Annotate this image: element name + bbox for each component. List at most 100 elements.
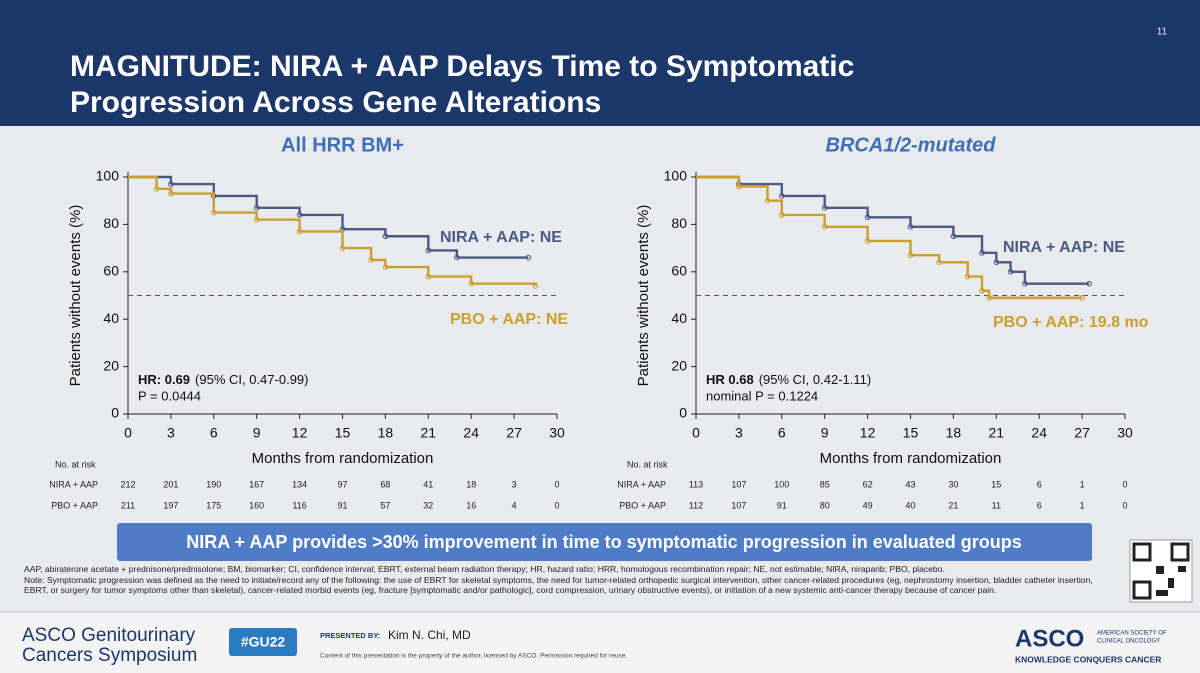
title-band [0, 0, 1200, 126]
risk-count: 3 [512, 479, 517, 489]
km-step [953, 235, 984, 253]
risk-count: 0 [554, 500, 559, 510]
chart-title: All HRR BM+ [281, 134, 404, 156]
km-step [696, 175, 741, 187]
brand-line: Cancers Symposium [22, 645, 197, 666]
risk-count: 190 [206, 479, 221, 489]
banner-box [117, 523, 1092, 561]
qr-code [1129, 539, 1193, 603]
censor-mark [1086, 280, 1093, 287]
km-step [256, 218, 301, 232]
x-tick-label: 18 [946, 425, 962, 441]
y-tick-label: 60 [103, 263, 119, 279]
brand-line: ASCO Genitourinary [22, 625, 196, 646]
hashtag: #GU22 [241, 634, 286, 650]
x-tick-label: 12 [292, 425, 308, 441]
risk-count: 116 [292, 500, 306, 510]
km-step [156, 187, 173, 194]
hr-annotation: HR 0.68 (95% CI, 0.42-1.11) [706, 372, 871, 387]
asco-logo: ASCO [1015, 625, 1084, 652]
page-number: 11 [1157, 27, 1168, 38]
footer-band [0, 612, 1200, 673]
hr-ci: (95% CI, 0.42-1.11) [759, 372, 871, 387]
km-step [385, 235, 430, 251]
series-label: NIRA + AAP: NE [1003, 239, 1125, 256]
km-step [867, 216, 912, 227]
risk-count: 16 [466, 500, 476, 510]
km-step [996, 261, 1012, 272]
risk-row-label: NIRA + AAP [617, 479, 666, 489]
risk-table-title: No. at risk [627, 459, 668, 469]
km-step [342, 246, 373, 260]
slide-title: MAGNITUDE: NIRA + AAP Delays Time to Sym… [70, 50, 854, 83]
risk-count: 11 [992, 500, 1001, 510]
risk-count: 62 [863, 479, 873, 489]
risk-count: 107 [731, 479, 746, 489]
risk-count: 112 [689, 500, 703, 510]
x-tick-label: 30 [549, 425, 565, 441]
risk-count: 21 [948, 500, 958, 510]
risk-count: 107 [731, 500, 746, 510]
risk-count: 68 [380, 479, 390, 489]
risk-count: 212 [120, 479, 135, 489]
risk-count: 15 [991, 479, 1001, 489]
risk-count: 160 [249, 500, 264, 510]
km-step [213, 194, 258, 208]
x-axis-label: Months from randomization [820, 450, 1002, 467]
risk-count: 0 [1122, 479, 1127, 489]
km-step [781, 194, 826, 208]
asco-sub: CLINICAL ONCOLOGY [1097, 639, 1160, 645]
risk-count: 0 [554, 479, 559, 489]
series-label: PBO + AAP: NE [450, 311, 568, 328]
presenter: Kim N. Chi, MD [388, 628, 471, 642]
x-tick-label: 21 [421, 425, 437, 441]
y-tick-label: 80 [103, 215, 119, 231]
risk-count: 4 [512, 500, 517, 510]
risk-count: 0 [1122, 500, 1127, 510]
x-tick-label: 3 [735, 425, 743, 441]
y-tick-label: 20 [671, 357, 687, 373]
km-step [824, 206, 869, 218]
risk-count: 80 [820, 500, 830, 510]
km-step [128, 175, 158, 189]
censor-mark [532, 283, 539, 289]
x-tick-label: 6 [778, 425, 786, 441]
x-tick-label: 15 [903, 425, 919, 441]
x-tick-label: 24 [1031, 425, 1047, 441]
y-tick-label: 80 [671, 215, 687, 231]
km-step [982, 251, 998, 263]
risk-count: 32 [423, 500, 433, 510]
presented-by: PRESENTED BY: [320, 631, 380, 640]
km-step [385, 265, 430, 277]
x-tick-label: 21 [989, 425, 1005, 441]
hr-annotation: HR: 0.69 (95% CI, 0.47-0.99) [138, 372, 308, 387]
risk-count: 40 [905, 500, 915, 510]
hr-value: HR 0.68 [706, 372, 754, 387]
risk-count: 43 [905, 479, 915, 489]
km-step [939, 261, 969, 277]
x-axis-label: Months from randomization [252, 450, 434, 467]
y-tick-label: 40 [103, 310, 119, 326]
asco-sub: AMERICAN SOCIETY OF [1097, 631, 1167, 637]
risk-count: 175 [206, 500, 221, 510]
p-value: nominal P = 0.1224 [706, 388, 818, 403]
x-tick-label: 24 [463, 425, 479, 441]
km-step [824, 225, 869, 241]
risk-count: 49 [863, 500, 873, 510]
x-tick-label: 6 [210, 425, 218, 441]
risk-count: 6 [1037, 479, 1042, 489]
x-tick-label: 27 [1074, 425, 1090, 441]
x-tick-label: 9 [253, 425, 261, 441]
x-tick-label: 18 [378, 425, 394, 441]
y-tick-label: 0 [679, 405, 687, 421]
risk-count: 1 [1080, 500, 1085, 510]
y-tick-label: 100 [664, 168, 688, 184]
risk-count: 91 [337, 500, 347, 510]
km-step [299, 213, 344, 230]
risk-count: 167 [249, 479, 264, 489]
risk-row-label: NIRA + AAP [49, 479, 98, 489]
x-tick-label: 3 [167, 425, 175, 441]
x-tick-label: 9 [821, 425, 829, 441]
